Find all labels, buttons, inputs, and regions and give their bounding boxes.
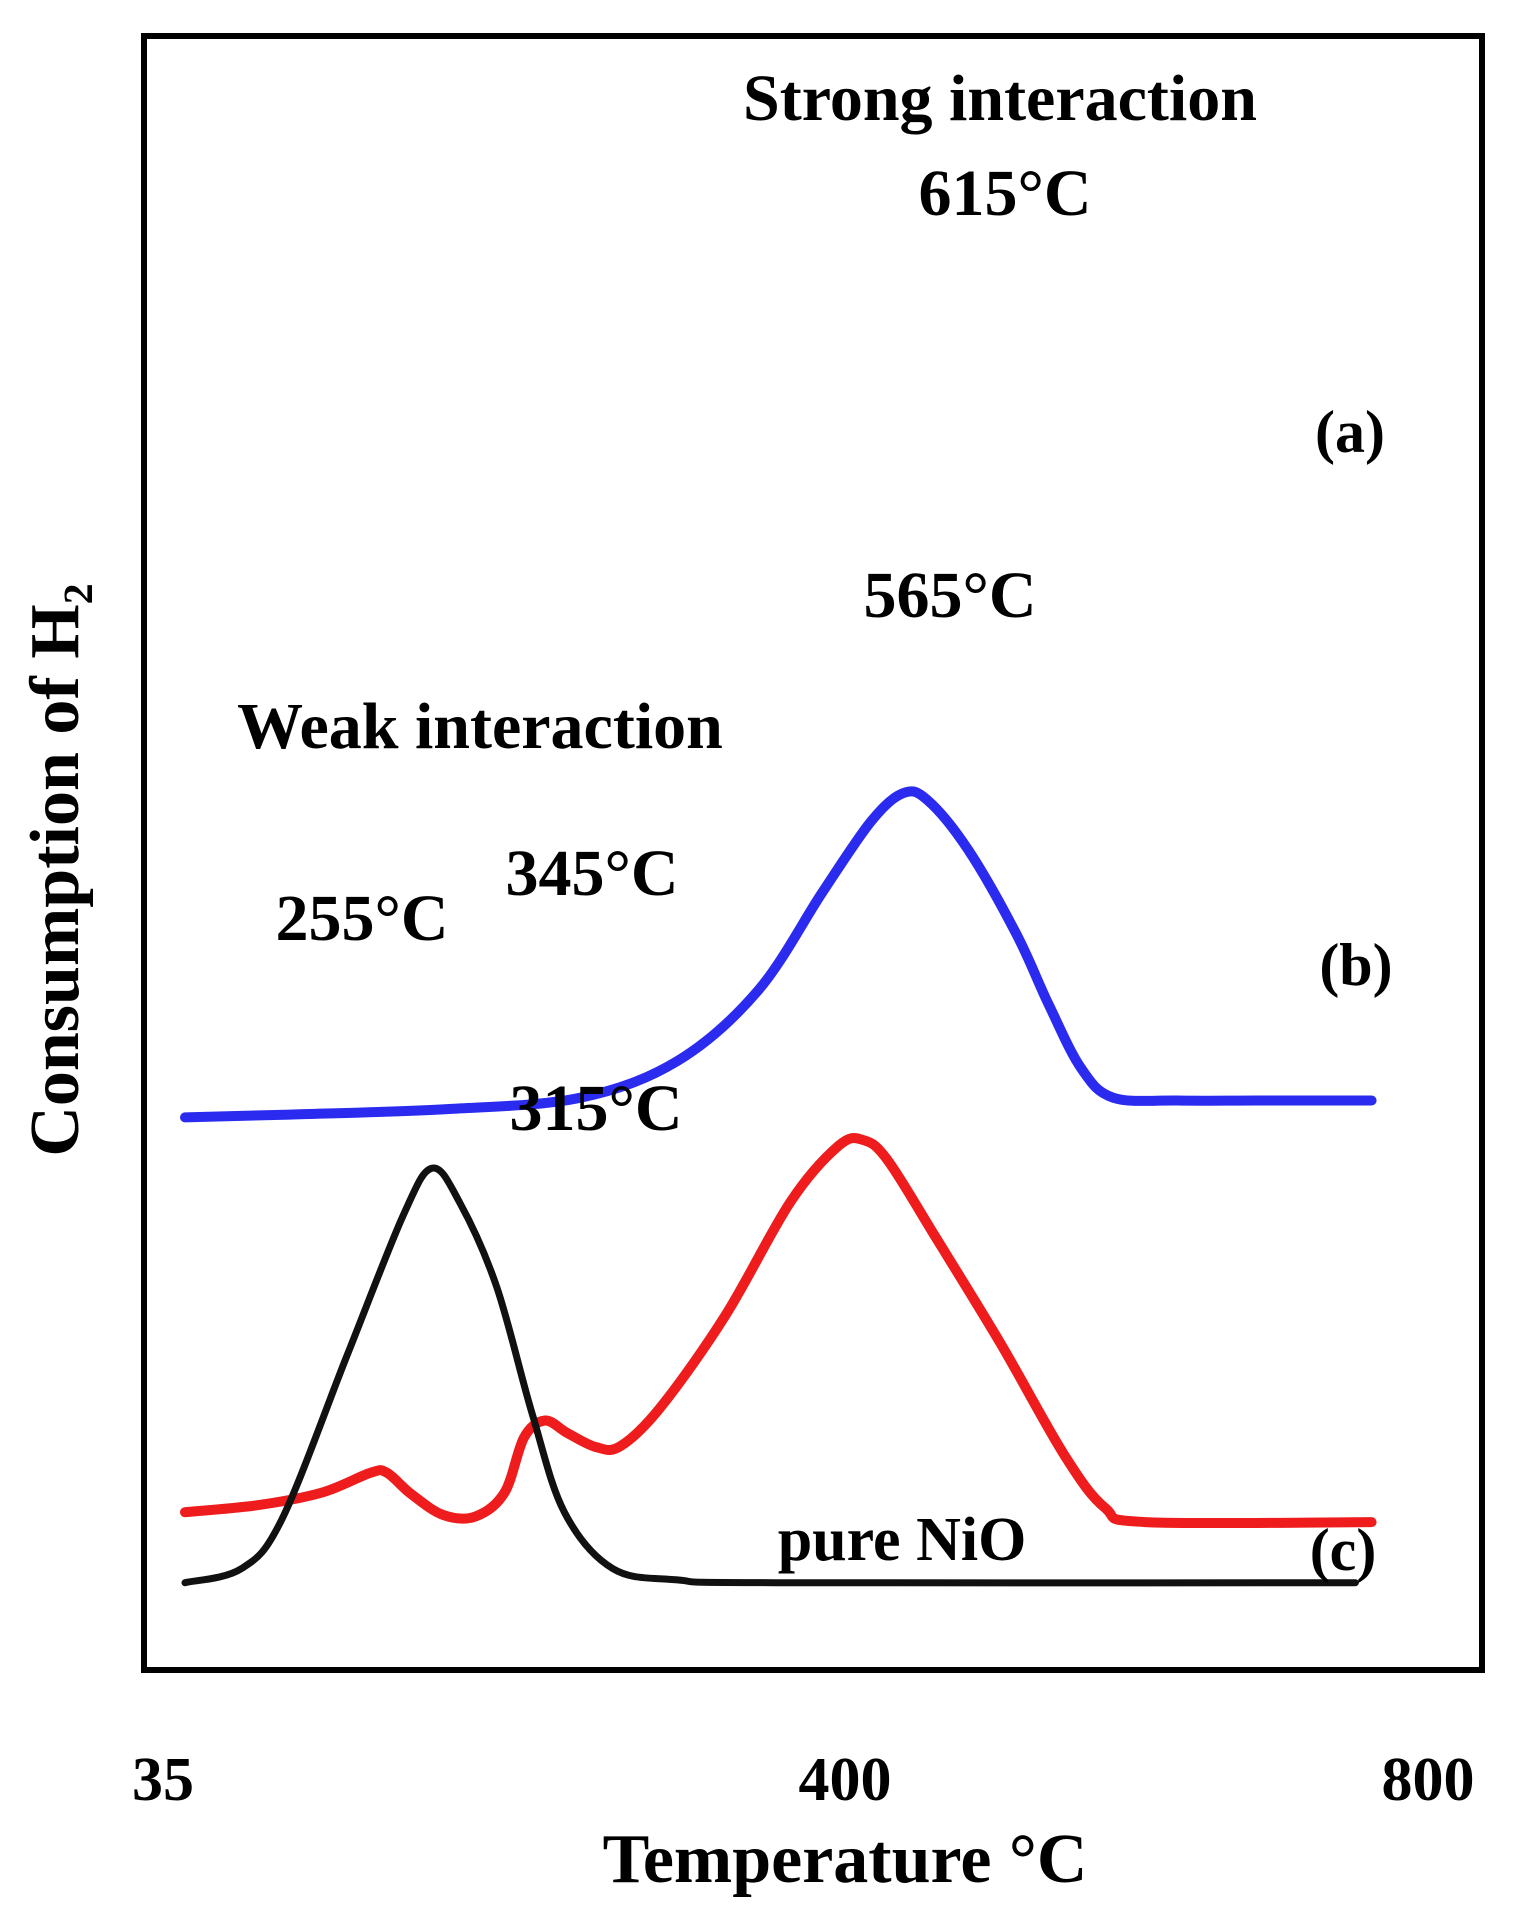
series-layer — [180, 786, 1377, 1587]
plot-frame — [141, 33, 1485, 1673]
x-tick-label: 400 — [799, 1746, 892, 1814]
annotation-peak-255: 255°C — [275, 882, 448, 955]
series-line-b — [180, 1133, 1377, 1529]
series-line-c — [181, 1164, 1359, 1587]
annotation-peak-315: 315°C — [509, 1072, 682, 1145]
x-tick-label: 800 — [1382, 1746, 1475, 1814]
x-axis-title: Temperature °C — [603, 1821, 1088, 1898]
annotation-peak-345: 345°C — [505, 837, 678, 910]
y-axis-title: Consumption of H₂ — [17, 583, 94, 1156]
series-line-a — [180, 786, 1377, 1123]
series-label-b: (b) — [1319, 932, 1392, 998]
annotation-pure-nio: pure NiO — [778, 1506, 1027, 1574]
series-label-c: (c) — [1310, 1517, 1377, 1583]
annotation-peak-565: 565°C — [863, 559, 1036, 632]
annotation-peak-615: 615°C — [918, 157, 1091, 230]
series-label-a: (a) — [1315, 399, 1385, 465]
annotation-weak-interaction: Weak interaction — [237, 690, 723, 763]
x-tick-label: 35 — [132, 1746, 194, 1814]
annotation-strong-interaction: Strong interaction — [743, 62, 1257, 135]
